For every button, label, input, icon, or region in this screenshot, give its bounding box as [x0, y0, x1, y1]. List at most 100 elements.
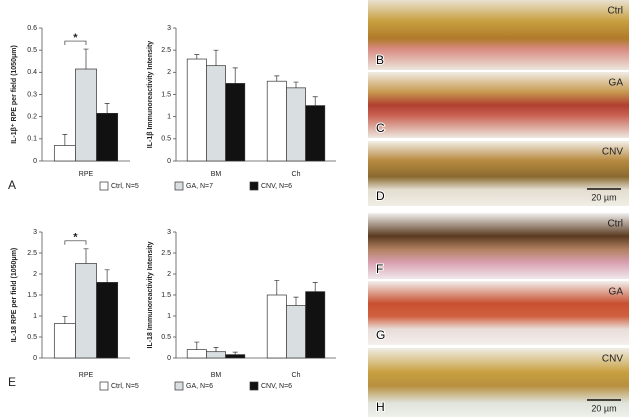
- bar: [96, 282, 119, 359]
- y-tick-label: 2: [167, 271, 171, 278]
- error-bar: [293, 81, 299, 88]
- bar: [206, 351, 226, 359]
- legend-label: GA, N=7: [186, 183, 213, 190]
- legend-swatch: [99, 381, 109, 391]
- legend-swatch: [99, 181, 109, 191]
- error-bar: [312, 96, 318, 106]
- bar: [305, 105, 326, 162]
- histology-image: [368, 72, 629, 138]
- error-bar: [104, 269, 110, 283]
- panel-letter: G: [376, 328, 385, 342]
- error-bar: [293, 296, 299, 306]
- y-tick-label: 0.3: [27, 91, 37, 98]
- condition-label: GA: [609, 78, 624, 89]
- x-tick-label: RPE: [79, 171, 94, 178]
- legend-swatch: [249, 381, 259, 391]
- y-axis-label: IL-1β⁺ RPE per field (1050μm): [11, 45, 18, 144]
- scale-label: 20 µm: [591, 403, 616, 413]
- significance-bracket: [64, 240, 87, 245]
- bar: [286, 305, 306, 359]
- y-tick-label: 0.5: [27, 334, 37, 341]
- error-bar: [213, 347, 219, 352]
- legend-label: Ctrl, N=5: [111, 183, 139, 190]
- error-bar: [213, 49, 219, 66]
- x-tick-label: BM: [211, 372, 222, 379]
- y-tick-label: 3: [33, 229, 37, 236]
- y-tick-label: 1: [167, 114, 171, 121]
- error-bar: [62, 316, 68, 324]
- bar: [96, 112, 119, 162]
- y-tick-label: 0.4: [27, 69, 37, 76]
- scale-label: 20 µm: [591, 192, 616, 202]
- y-tick-label: 1: [33, 313, 37, 320]
- x-tick-label: RPE: [79, 372, 94, 379]
- histology-image: [368, 213, 629, 279]
- condition-label: GA: [609, 287, 624, 298]
- significance-marker: *: [73, 232, 78, 244]
- x-tick-label: Ch: [292, 372, 301, 379]
- y-tick-label: 2.5: [161, 47, 171, 54]
- significance-bracket: [64, 40, 87, 46]
- error-bar: [83, 48, 89, 70]
- y-tick-label: 3: [167, 229, 171, 236]
- legend-label: CNV, N=6: [261, 183, 292, 190]
- legend-swatch: [249, 181, 259, 191]
- panel-letter: D: [376, 189, 385, 203]
- condition-label: CNV: [602, 354, 623, 365]
- error-bar: [62, 134, 68, 146]
- histology-image: [368, 0, 629, 70]
- bar: [75, 68, 97, 162]
- bar: [206, 65, 226, 162]
- y-tick-label: 0.5: [161, 334, 171, 341]
- error-bar: [274, 279, 280, 295]
- y-tick-label: 0.5: [161, 136, 171, 143]
- panel-letter: C: [376, 121, 385, 135]
- bar: [305, 291, 326, 359]
- histology-image: [368, 348, 629, 417]
- panel-letter: F: [376, 262, 383, 276]
- y-tick-label: 1.5: [161, 91, 171, 98]
- significance-marker: *: [73, 32, 78, 44]
- bar: [225, 83, 246, 162]
- y-tick-label: 3: [167, 25, 171, 32]
- error-bar: [232, 351, 238, 355]
- legend-swatch: [174, 381, 184, 391]
- legend-label: CNV, N=6: [261, 383, 292, 390]
- error-bar: [232, 67, 238, 84]
- bar: [53, 145, 76, 162]
- legend-swatch: [174, 181, 184, 191]
- panel-letter: H: [376, 400, 385, 414]
- error-bar: [104, 103, 110, 114]
- y-axis-label: IL-18 Immunoreactivity Intensity: [147, 241, 154, 348]
- x-tick-label: BM: [211, 171, 222, 178]
- condition-label: Ctrl: [607, 6, 623, 17]
- bar: [266, 294, 287, 359]
- y-tick-label: 2: [33, 271, 37, 278]
- y-tick-label: 0.2: [27, 114, 37, 121]
- bar: [225, 354, 246, 359]
- y-axis-label: IL-18 RPE per field (1050μm): [11, 248, 18, 343]
- legend-label: Ctrl, N=5: [111, 383, 139, 390]
- bar: [186, 349, 207, 359]
- error-bar: [194, 54, 200, 60]
- y-tick-label: 0: [33, 158, 37, 165]
- y-tick-label: 1.5: [161, 292, 171, 299]
- y-tick-label: 0: [33, 355, 37, 362]
- legend-label: GA, N=6: [186, 383, 213, 390]
- histology-image: [368, 281, 629, 345]
- error-bar: [194, 341, 200, 350]
- y-tick-label: 0.1: [27, 136, 37, 143]
- bar: [53, 323, 76, 359]
- histology-image: [368, 141, 629, 206]
- bar: [266, 80, 287, 162]
- bar: [286, 87, 306, 162]
- y-tick-label: 2.5: [27, 250, 37, 257]
- condition-label: Ctrl: [607, 219, 623, 230]
- y-tick-label: 0.6: [27, 25, 37, 32]
- bar: [186, 58, 207, 162]
- y-axis-label: IL-1β Immunoreactivity Intensity: [147, 41, 154, 148]
- y-tick-label: 0.5: [27, 47, 37, 54]
- bar: [75, 263, 97, 359]
- y-tick-label: 2.5: [161, 250, 171, 257]
